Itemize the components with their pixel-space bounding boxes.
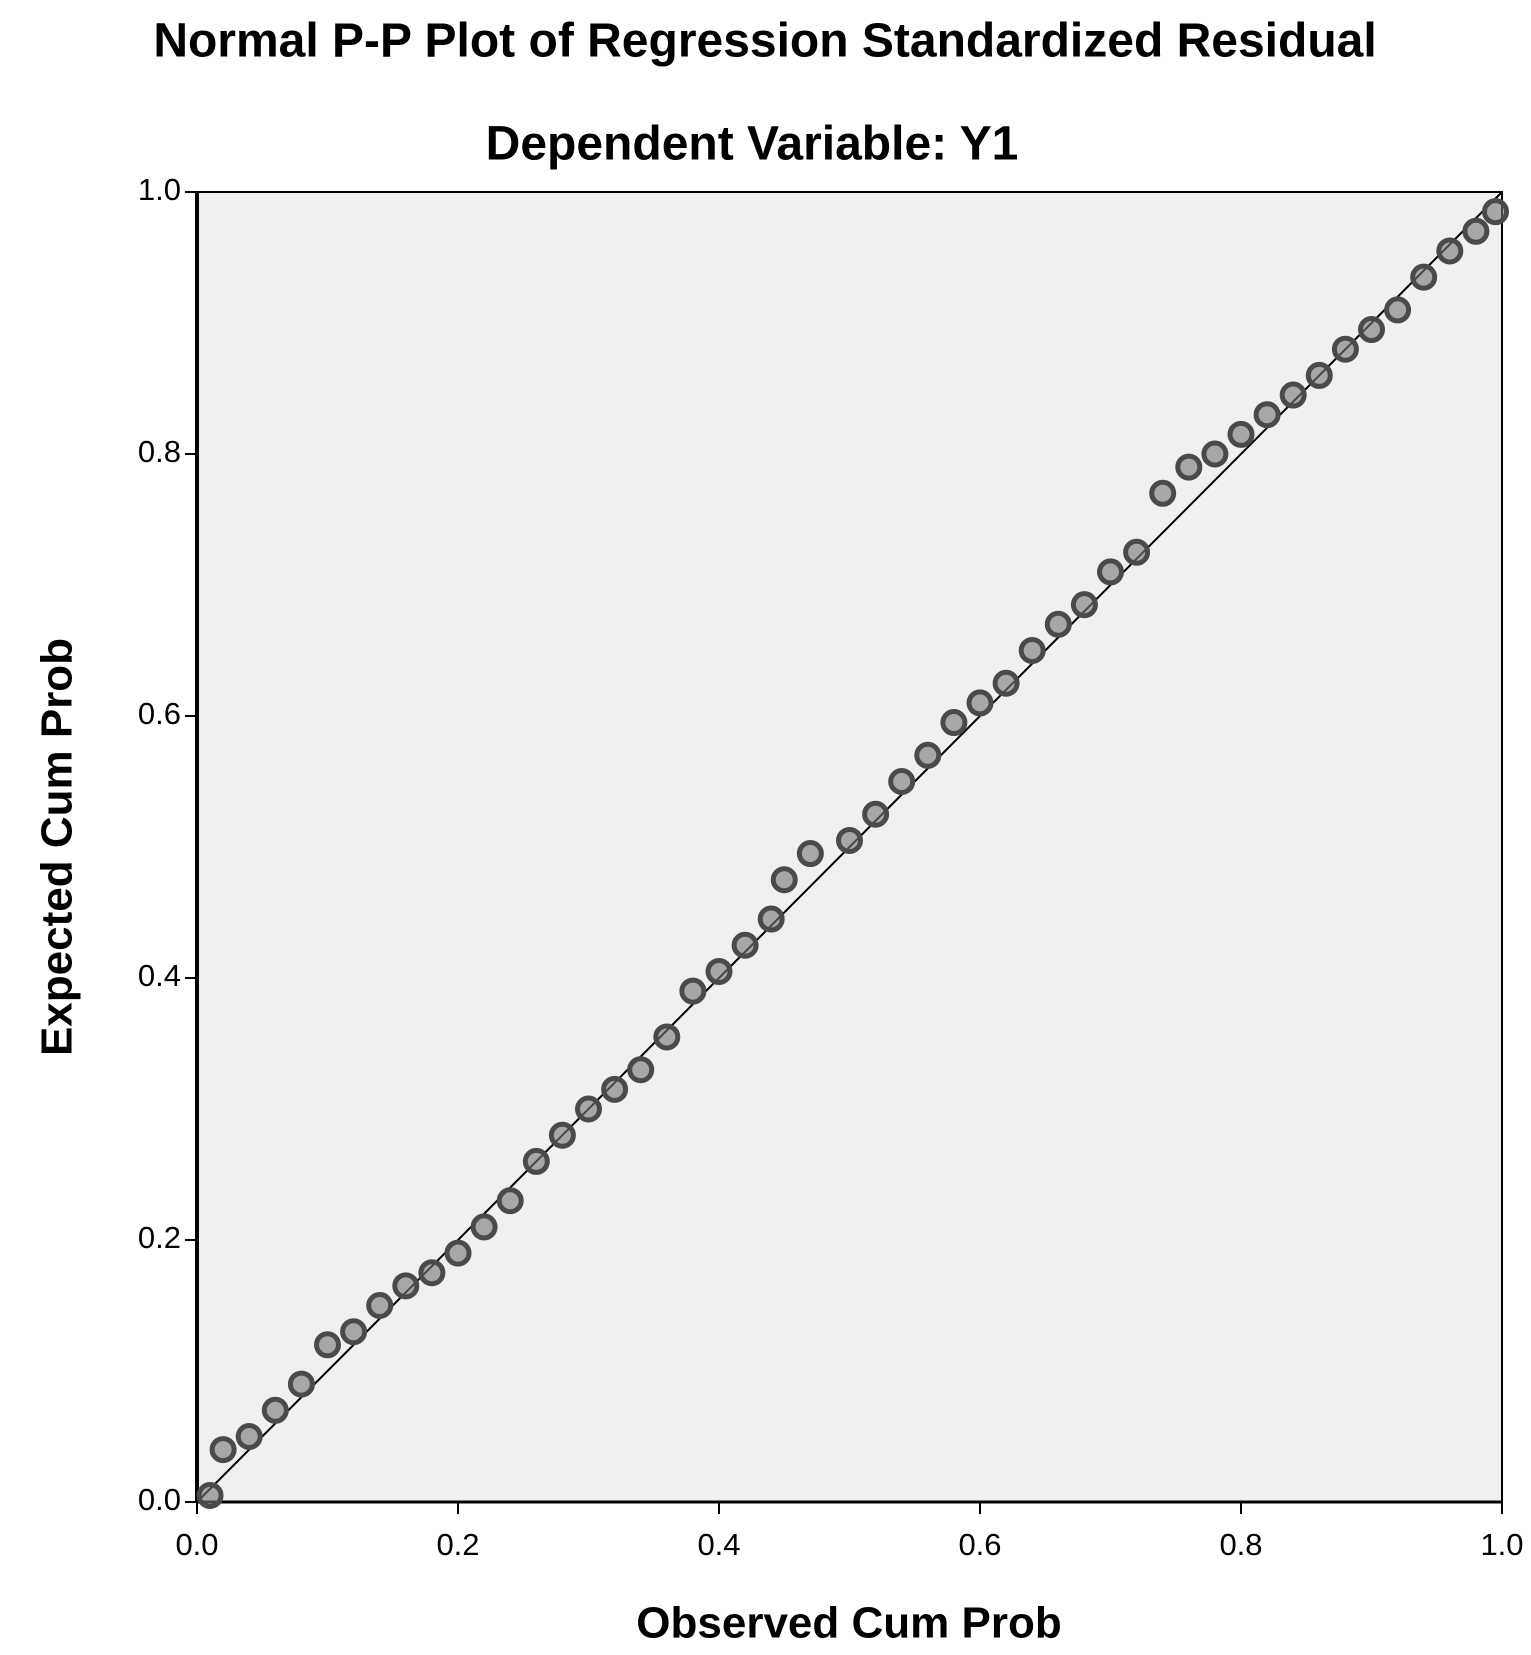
- x-tick-label: 0.6: [958, 1527, 1001, 1562]
- chart-subtitle: Dependent Variable: Y1: [486, 118, 1019, 171]
- point: [444, 1239, 472, 1267]
- point: [836, 826, 863, 854]
- point: [235, 1423, 263, 1450]
- point: [770, 866, 798, 894]
- point: [1462, 217, 1490, 245]
- point: [731, 931, 759, 959]
- point: [287, 1370, 315, 1398]
- point: [392, 1272, 420, 1300]
- point: [862, 800, 890, 828]
- point: [1331, 335, 1359, 363]
- y-tick-label: 0.0: [138, 1482, 181, 1517]
- point: [1070, 591, 1098, 619]
- point: [366, 1292, 394, 1319]
- point: [261, 1396, 289, 1424]
- point: [496, 1187, 524, 1215]
- point: [1097, 558, 1124, 586]
- point: [1175, 453, 1203, 481]
- point: [1384, 296, 1412, 324]
- point: [209, 1436, 237, 1464]
- x-tick-label: 1.0: [1480, 1527, 1523, 1562]
- x-tick-label: 0.8: [1219, 1527, 1262, 1562]
- point: [653, 1023, 681, 1051]
- y-tick-label: 0.4: [138, 958, 181, 993]
- point: [1410, 263, 1438, 291]
- point: [679, 977, 707, 1005]
- point: [1044, 610, 1072, 638]
- point: [522, 1147, 550, 1175]
- point: [575, 1095, 602, 1123]
- point: [1123, 538, 1151, 566]
- point: [340, 1318, 368, 1346]
- point: [992, 669, 1020, 697]
- point: [314, 1331, 341, 1359]
- point: [1149, 479, 1177, 507]
- x-axis-title: Observed Cum Prob: [636, 1599, 1061, 1648]
- point: [1305, 361, 1333, 389]
- point: [757, 905, 785, 933]
- point: [418, 1259, 446, 1287]
- point: [966, 689, 994, 717]
- point: [548, 1121, 576, 1149]
- point: [1227, 420, 1255, 448]
- y-tick-label: 1.0: [138, 172, 181, 207]
- x-tick-label: 0.0: [175, 1527, 218, 1562]
- y-axis-title: Expected Cum Prob: [33, 638, 82, 1056]
- point: [1201, 440, 1229, 468]
- point: [705, 957, 733, 985]
- y-tick-label: 0.8: [138, 434, 181, 469]
- point: [888, 768, 916, 795]
- y-tick-label: 0.2: [138, 1220, 181, 1255]
- y-tick-label: 0.6: [138, 696, 181, 731]
- point: [1018, 637, 1046, 664]
- point: [470, 1213, 498, 1241]
- x-tick-label: 0.4: [697, 1527, 740, 1562]
- point: [601, 1075, 629, 1103]
- point: [627, 1056, 655, 1084]
- point: [940, 709, 968, 737]
- point: [914, 741, 942, 769]
- point: [1358, 316, 1385, 344]
- point: [1481, 198, 1509, 226]
- chart-title: Normal P-P Plot of Regression Standardiz…: [153, 15, 1376, 68]
- point: [196, 1481, 224, 1509]
- point: [1279, 381, 1307, 409]
- point: [1436, 237, 1464, 265]
- point: [1253, 401, 1281, 429]
- x-tick-label: 0.2: [436, 1527, 479, 1562]
- point: [796, 840, 824, 868]
